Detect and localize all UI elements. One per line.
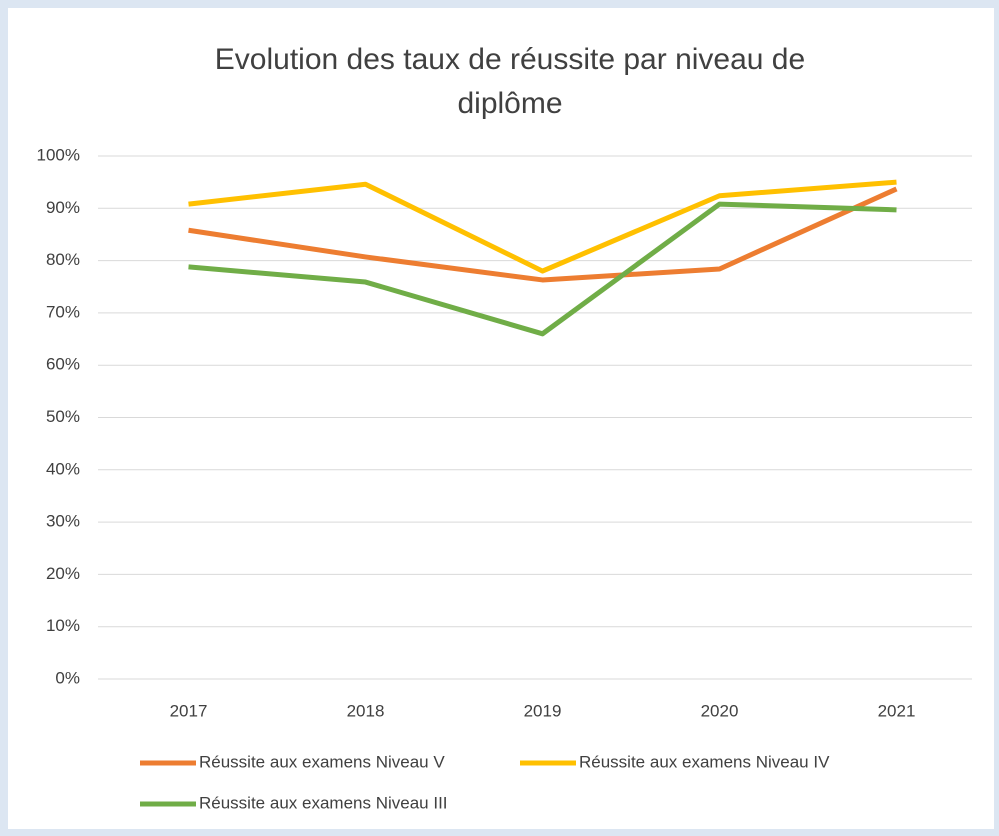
legend-label: Réussite aux examens Niveau III — [199, 793, 448, 812]
y-tick-label: 0% — [55, 668, 80, 687]
y-tick-label: 20% — [46, 564, 80, 583]
y-tick-label: 50% — [46, 407, 80, 426]
y-tick-label: 40% — [46, 459, 80, 478]
legend-label: Réussite aux examens Niveau IV — [579, 752, 830, 771]
y-tick-label: 90% — [46, 198, 80, 217]
y-tick-label: 70% — [46, 302, 80, 321]
series-line — [188, 186, 898, 283]
y-tick-label: 30% — [46, 512, 80, 531]
x-tick-label: 2017 — [170, 701, 208, 720]
chart-title: Evolution des taux de réussite par nivea… — [214, 43, 806, 120]
x-tick-label: 2020 — [701, 701, 739, 720]
series-line — [188, 201, 897, 337]
legend-label: Réussite aux examens Niveau V — [199, 752, 445, 771]
series-line — [188, 179, 897, 274]
y-tick-label: 60% — [46, 355, 80, 374]
x-tick-label: 2019 — [524, 701, 562, 720]
chart-area — [8, 8, 994, 829]
y-tick-label: 80% — [46, 250, 80, 269]
y-tick-label: 10% — [46, 616, 80, 635]
x-tick-label: 2021 — [878, 701, 916, 720]
y-tick-label: 100% — [37, 145, 80, 164]
x-tick-label: 2018 — [347, 701, 385, 720]
